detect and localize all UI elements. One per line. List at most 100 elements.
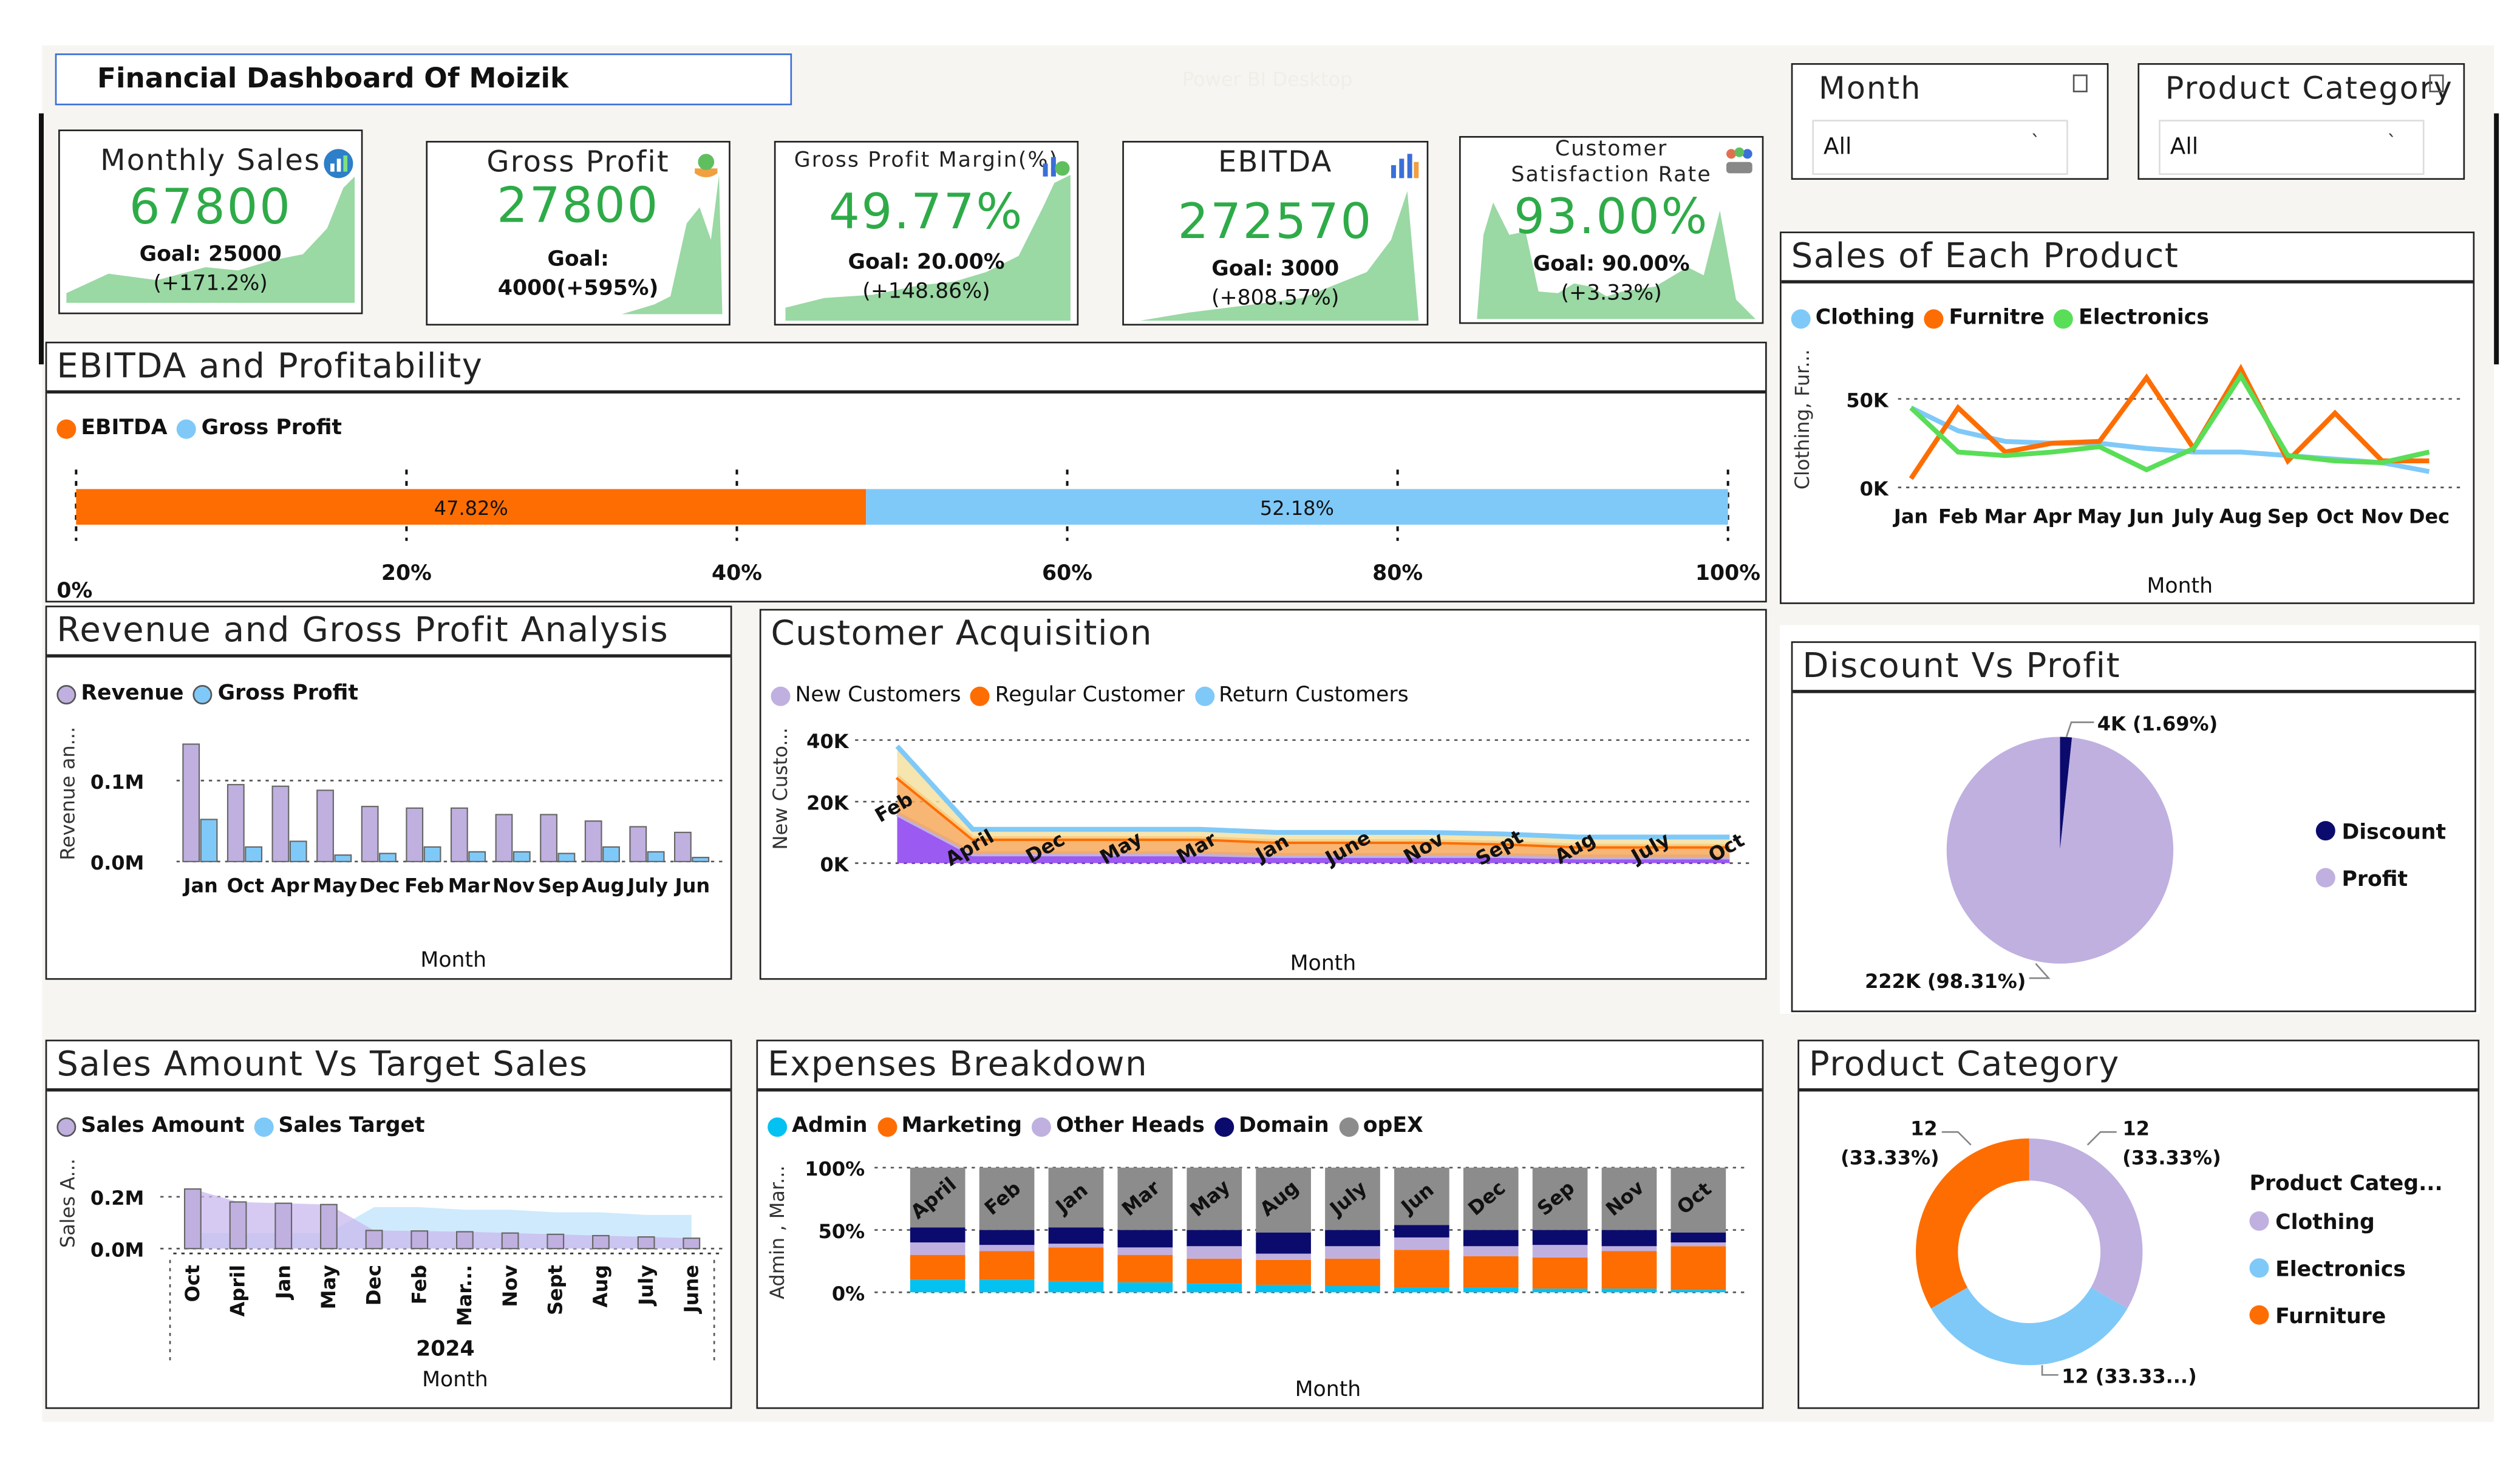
chevron-down-icon[interactable]: ˋ [2387,131,2397,154]
bar-segment-domain [1187,1230,1242,1247]
bar-segment-other-heads [1325,1246,1380,1259]
kpi-goal-text: Goal: [547,248,609,273]
bar-segment-domain [1670,1232,1726,1243]
kpi-value: 93.00% [1514,189,1709,247]
chevron-down-icon[interactable]: ˋ [2031,131,2041,154]
legend-item-ebitda[interactable]: EBITDA [56,416,168,440]
x-tick-label: April [226,1265,250,1316]
bar-segment-domain [1394,1225,1449,1238]
legend-item-revenue[interactable]: Revenue [56,682,184,706]
kpi-title: Monthly Sales [100,144,321,179]
bar-gross-profit [647,851,665,862]
legend-item-marketing[interactable]: Marketing [877,1114,1022,1139]
ebitda-profitability-panel: EBITDA and Profitability EBITDA Gross Pr… [45,341,1767,603]
y-tick-label: 0.0M [90,1239,145,1262]
legend-item-domain[interactable]: Domain [1214,1114,1329,1139]
legend-item-clothing[interactable]: Clothing [1791,306,1915,330]
x-tick-label: Aug [582,874,624,897]
donut-data-label: 12 [2123,1117,2150,1140]
bar-revenue [271,785,290,862]
bar-chart-icon [1388,149,1420,181]
dashboard-title: Financial Dashboard Of Moizik [97,63,569,96]
bar-segment-domain [1256,1232,1311,1254]
bar-gross-profit [602,846,620,862]
kpi-goal-text: Goal: 20.00% [848,251,1005,276]
donut-slice-electronics [1931,1287,2128,1366]
product-category-dropdown[interactable]: All ˋ [2159,120,2425,175]
legend-item-opex[interactable]: opEX [1338,1114,1423,1139]
x-tick-label: May [2077,505,2122,528]
donut-slice-furniture [1916,1138,2029,1309]
kpi-card[interactable]: Gross Profit Margin(%) 49.77% Goal: 20.00%… [774,141,1079,326]
legend-item-other-heads[interactable]: Other Heads [1032,1114,1205,1139]
kpi-card[interactable]: EBITDA 272570 Goal: 3000 (+808.57%) [1122,141,1429,326]
bar-segment-opex [1117,1167,1173,1230]
y-axis-label: Clothing, Fur... [1791,349,1814,489]
customer-legend: New Customers Regular Customer Return Cu… [771,683,1418,707]
legend-item-admin[interactable]: Admin [768,1114,868,1139]
bar-segment-other-heads [1394,1237,1449,1250]
bar-segment-opex [1325,1167,1380,1230]
panel-title: Sales of Each Product [1791,236,2179,276]
legend-item-sales-amount[interactable]: Sales Amount [56,1114,245,1139]
legend-marker-furniture [2249,1305,2269,1325]
bar-sales-amount [319,1204,338,1250]
bar-segment-domain [1117,1230,1173,1248]
bar-segment-other-heads [1463,1246,1519,1256]
product-category-slicer[interactable]: Product Category All ˋ [2137,63,2465,180]
bar-revenue [182,743,200,862]
bar-gross-profit [289,840,307,862]
bar-segment-marketing [1463,1256,1519,1288]
legend-item-furnitre[interactable]: Furnitre [1924,306,2045,330]
bar-segment-marketing [1532,1257,1588,1289]
sales-each-product-panel: Sales of Each Product Clothing Furnitre … [1780,231,2475,604]
x-tick-label: Sep [538,874,579,897]
x-tick-label: Aug [2219,505,2262,528]
kpi-card[interactable]: Monthly Sales 67800 Goal: 25000 (+171.2%) [58,129,363,315]
bar-sales-amount [274,1202,293,1250]
y-axis-label: New Custo... [769,727,792,849]
y-tick-label: 0.0M [90,851,145,874]
y-tick-label: 0K [820,853,849,876]
bar-segment-domain [1601,1230,1657,1247]
slicer-menu-icon[interactable] [2429,74,2444,93]
x-tick-label: Dec [363,1265,386,1306]
right-accent-bar [2494,113,2499,365]
kpi-card[interactable]: Gross Profit 27800 Goal: 4000(+595%) [426,141,730,326]
x-tick-label: Mar [1984,505,2026,528]
x-tick-label: Aug [589,1265,612,1307]
x-tick-label: Apr [2033,505,2072,528]
kpi-title: Customer Satisfaction Rate [1511,137,1712,188]
x-group-label: 2024 [416,1336,474,1361]
legend-item-electronics[interactable]: Electronics [2054,306,2209,330]
bar-sales-amount [365,1230,383,1250]
y-tick-label: 50% [819,1220,865,1243]
bar-sales-amount [183,1188,202,1250]
x-tick-label: Dec [359,874,400,897]
kpi-value: 27800 [497,178,660,235]
bar-segment-domain [1532,1230,1588,1245]
slicer-menu-icon[interactable] [2072,74,2088,93]
money-chart-icon [1038,149,1071,181]
month-slicer[interactable]: Month All ˋ [1791,63,2109,180]
legend-item-return-customers[interactable]: Return Customers [1194,683,1409,707]
leader-line [2029,962,2051,979]
bar-segment-other-heads [910,1242,965,1255]
x-axis-label: Month [420,948,486,972]
month-slicer-label: Month [1819,71,1922,107]
bar-sales-amount [410,1230,429,1250]
bar-segment-other-heads [1117,1247,1173,1255]
kpi-goal-text: Goal: 90.00% [1533,253,1690,277]
legend-item-gross-profit[interactable]: Gross Profit [177,416,342,440]
legend-item-sales-target[interactable]: Sales Target [254,1114,425,1139]
legend-item-regular-customer[interactable]: Regular Customer [970,683,1185,707]
product-category-slicer-label: Product Category [2165,71,2453,107]
bar-segment-opex [1187,1167,1242,1230]
bar-segment-marketing [1256,1259,1311,1285]
month-dropdown[interactable]: All ˋ [1812,120,2068,175]
bar-segment-domain [1325,1230,1380,1247]
legend-item-gross-profit[interactable]: Gross Profit [193,682,358,706]
legend-item-new-customers[interactable]: New Customers [771,683,961,707]
kpi-card[interactable]: Customer Satisfaction Rate 93.00% Goal: 90… [1459,136,1764,324]
